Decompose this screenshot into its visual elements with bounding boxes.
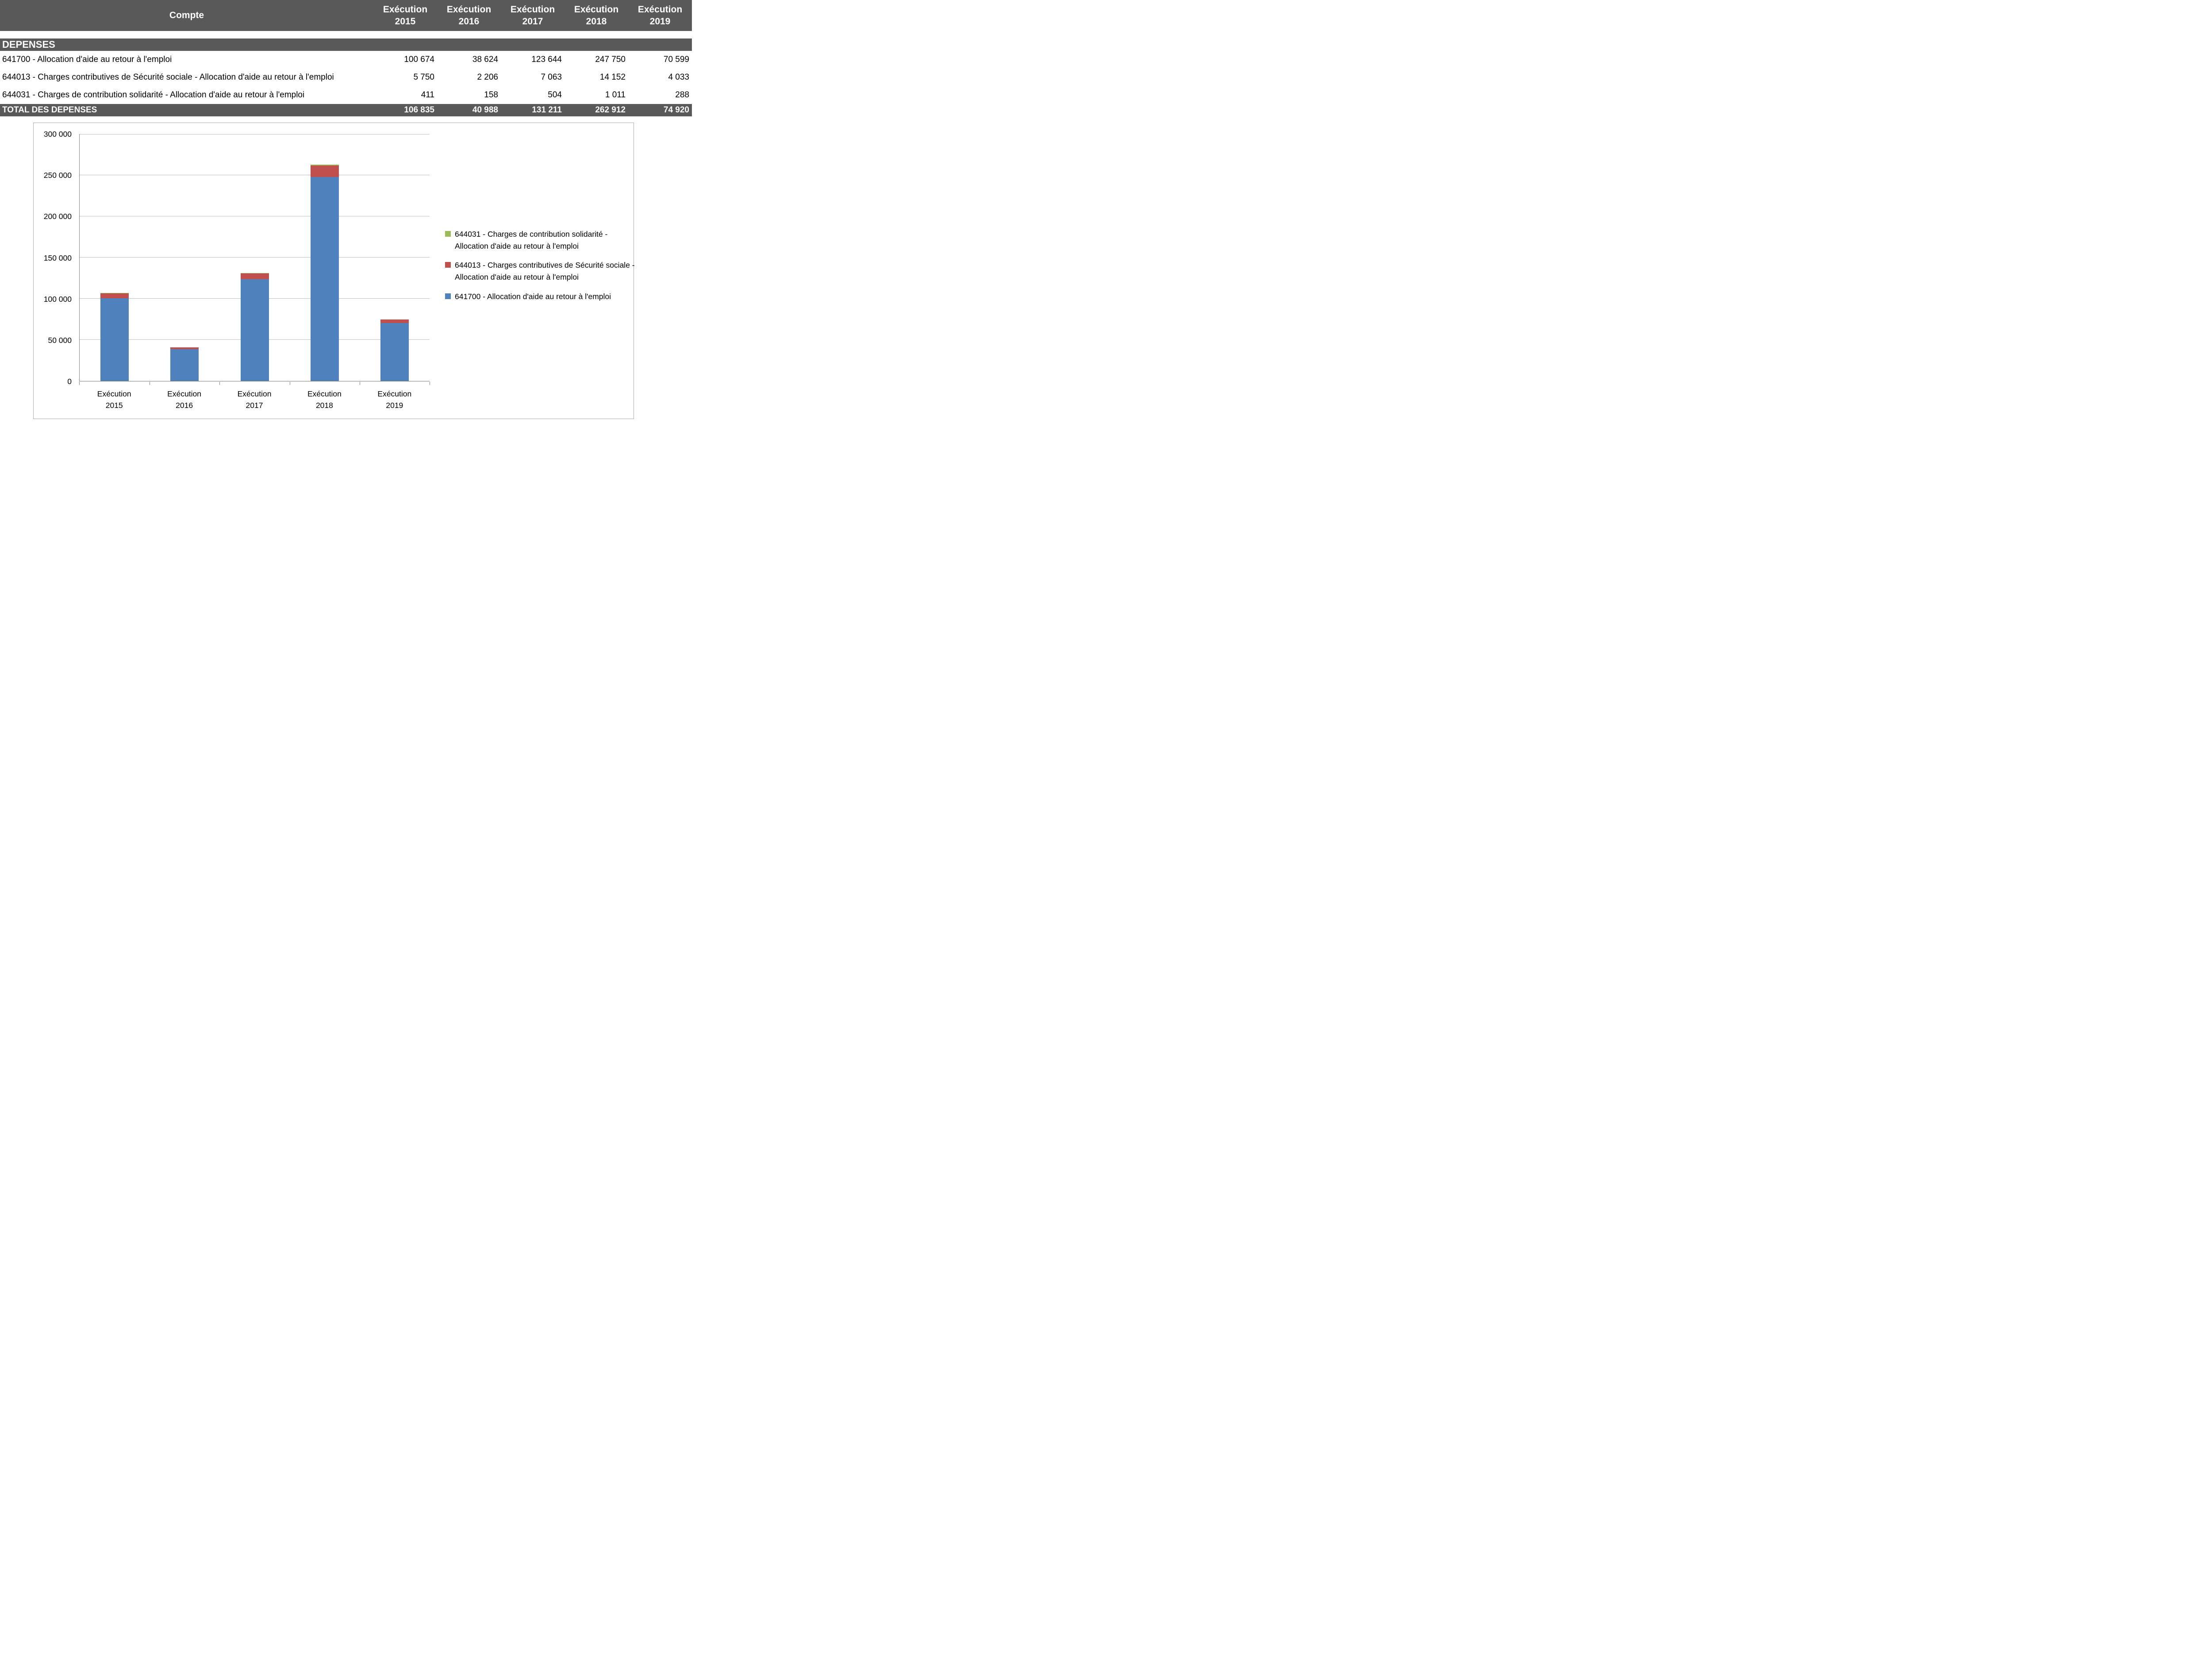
table-row-641700: 641700 - Allocation d'aide au retour à l…	[0, 51, 692, 69]
legend-label: 641700 - Allocation d'aide au retour à l…	[455, 292, 611, 301]
table-row-644013: 644013 - Charges contributives de Sécuri…	[0, 69, 692, 86]
total-value: 40 988	[472, 105, 498, 115]
legend-item: 641700 - Allocation d'aide au retour à l…	[445, 291, 636, 303]
cell-value: 158	[484, 90, 498, 100]
total-label: TOTAL DES DEPENSES	[2, 105, 97, 115]
legend-label: 644031 - Charges de contribution solidar…	[455, 230, 608, 251]
bar-segment	[310, 177, 339, 381]
bar-stack	[100, 134, 129, 381]
header-cell-exec-2015: Exécution 2015	[383, 4, 428, 27]
row-label: 644031 - Charges de contribution solidar…	[2, 90, 305, 100]
cell-value: 288	[675, 90, 689, 100]
cell-value: 7 063	[541, 73, 562, 82]
bar-segment	[240, 279, 269, 381]
x-axis-tick	[219, 382, 220, 385]
bar-slot	[219, 134, 289, 381]
legend-label: 644013 - Charges contributives de Sécuri…	[455, 261, 635, 282]
plot-area	[79, 134, 430, 381]
y-tick-label: 250 000	[43, 171, 72, 180]
bar-segment	[380, 319, 409, 323]
bar-segment	[380, 323, 409, 381]
bar-slot	[290, 134, 360, 381]
x-tick-label: Exécution 2016	[167, 389, 202, 410]
header-cell-exec-2019: Exécution 2019	[637, 4, 683, 27]
gridline	[80, 257, 430, 258]
bar-segment	[170, 349, 199, 381]
header-cell-exec-2018: Exécution 2018	[574, 4, 619, 27]
bar-stack	[380, 134, 409, 381]
bar-segment	[100, 293, 129, 298]
header-cell-exec-2016: Exécution 2016	[446, 4, 492, 27]
row-label: 641700 - Allocation d'aide au retour à l…	[2, 54, 172, 64]
legend-marker	[445, 293, 451, 299]
y-tick-label: 150 000	[43, 253, 72, 262]
bar-segment	[240, 273, 269, 280]
bar-segment	[380, 319, 409, 320]
report-page: Compte Exécution 2015 Exécution 2016 Exé…	[0, 0, 692, 446]
cell-value: 123 644	[531, 55, 562, 64]
x-axis-labels: Exécution 2015 Exécution 2016 Exécution 20…	[79, 388, 430, 412]
y-tick-label: 100 000	[43, 294, 72, 304]
table-header-row: Compte Exécution 2015 Exécution 2016 Exé…	[0, 0, 692, 31]
gridline	[80, 134, 430, 135]
header-cell-exec-2017: Exécution 2017	[510, 4, 555, 27]
bar-slot	[150, 134, 219, 381]
cell-value: 5 750	[413, 73, 434, 82]
legend-marker	[445, 262, 451, 268]
y-tick-label: 200 000	[43, 212, 72, 221]
total-value: 131 211	[532, 105, 562, 115]
cell-value: 70 599	[663, 55, 689, 64]
x-tick-label: Exécution 2018	[307, 389, 342, 410]
cell-value: 247 750	[595, 55, 626, 64]
header-spacer	[0, 31, 692, 38]
bar-segment	[170, 347, 199, 350]
cell-value: 1 011	[605, 90, 626, 100]
bar-stack	[240, 134, 269, 381]
y-tick-label: 300 000	[43, 130, 72, 139]
cell-value: 38 624	[472, 55, 498, 64]
x-axis-tick	[79, 382, 80, 385]
section-title: DEPENSES	[2, 39, 55, 50]
bars-row	[80, 134, 430, 381]
cell-value: 14 152	[599, 73, 626, 82]
legend-marker	[445, 231, 451, 237]
x-tick-label: Exécution 2015	[97, 389, 131, 410]
table-row-644031: 644031 - Charges de contribution solidar…	[0, 86, 692, 104]
y-axis-labels: 0 50 000 100 000 150 000 200 000 250 000 300 0…	[34, 130, 75, 386]
bar-slot	[360, 134, 430, 381]
total-value: 106 835	[404, 105, 434, 115]
table-row-total: TOTAL DES DEPENSES 106 835 40 988 131 21…	[0, 104, 692, 116]
cell-value: 4 033	[668, 73, 689, 82]
cell-value: 100 674	[404, 55, 434, 64]
legend-item: 644013 - Charges contributives de Sécuri…	[445, 259, 636, 283]
bar-segment	[310, 165, 339, 177]
cell-value: 2 206	[477, 73, 498, 82]
total-value: 262 912	[595, 105, 626, 115]
bar-segment	[100, 298, 129, 381]
x-tick-label: Exécution 2019	[377, 389, 412, 410]
y-tick-label: 50 000	[48, 335, 72, 345]
chart-legend: 644031 - Charges de contribution solidar…	[445, 228, 636, 303]
section-row-depenses: DEPENSES	[0, 38, 692, 51]
cell-value: 504	[548, 90, 562, 100]
legend-item: 644031 - Charges de contribution solidar…	[445, 228, 636, 252]
bar-stack	[170, 134, 199, 381]
y-tick-label: 0	[67, 377, 72, 386]
bar-stack	[310, 134, 339, 381]
header-cell-compte: Compte	[169, 10, 204, 20]
x-tick-label: Exécution 2017	[237, 389, 272, 410]
row-label: 644013 - Charges contributives de Sécuri…	[2, 72, 334, 82]
bar-slot	[80, 134, 150, 381]
x-axis-ticks	[79, 382, 430, 385]
chart-panel: 0 50 000 100 000 150 000 200 000 250 000 300 0…	[33, 123, 636, 419]
cell-value: 411	[421, 90, 434, 100]
total-value: 74 920	[663, 105, 689, 115]
